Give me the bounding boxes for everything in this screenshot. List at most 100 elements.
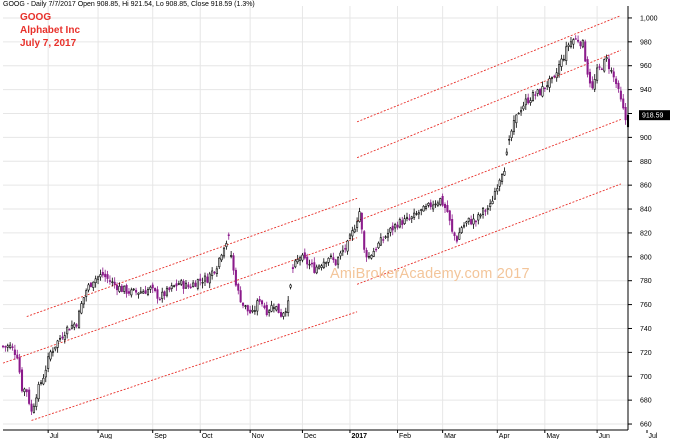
candle — [73, 322, 76, 331]
x-tick-label: Jun — [599, 433, 610, 439]
candle — [467, 217, 470, 225]
candle — [142, 289, 145, 294]
candle — [501, 173, 504, 185]
candle — [237, 282, 240, 295]
candle — [275, 305, 278, 312]
candle — [256, 298, 259, 316]
candle — [619, 86, 622, 102]
candle — [327, 257, 330, 266]
candle — [413, 208, 416, 220]
axes: 660 680 700 720 740 760 780 800 820 840 860 880 900 9… — [3, 6, 670, 439]
y-tick-label: 780 — [640, 278, 652, 285]
candle — [303, 248, 306, 260]
candle — [296, 254, 299, 265]
candle — [610, 67, 613, 74]
candle — [49, 349, 52, 362]
candle — [339, 250, 342, 260]
candle — [462, 222, 466, 229]
candle — [531, 89, 534, 102]
candle — [175, 279, 178, 291]
candle — [315, 264, 318, 275]
candle — [123, 285, 126, 294]
candle — [415, 210, 418, 216]
trend-channel-lines — [2, 15, 622, 421]
x-tick-label: Dec — [304, 433, 317, 439]
x-tick-label: Jul — [50, 433, 59, 439]
candle — [472, 213, 475, 229]
candle — [605, 54, 608, 62]
candle — [9, 342, 12, 350]
candle — [584, 39, 587, 63]
candle — [208, 271, 211, 289]
candle — [474, 219, 477, 227]
candle — [156, 286, 159, 304]
candle — [246, 304, 249, 316]
candle — [593, 74, 596, 93]
candle — [534, 91, 537, 100]
candle — [268, 308, 271, 317]
candle — [66, 325, 69, 339]
candle — [161, 287, 164, 303]
candle — [291, 264, 294, 273]
candle — [624, 103, 627, 125]
x-tick-label: Feb — [399, 433, 411, 439]
grid — [3, 6, 628, 430]
candle — [569, 36, 573, 49]
candle — [498, 178, 501, 192]
candle — [396, 221, 399, 230]
candle — [168, 286, 171, 293]
candle — [550, 76, 553, 84]
x-tick-label: Apr — [499, 433, 511, 439]
candle — [508, 135, 511, 145]
channel-line — [356, 15, 622, 123]
candle — [325, 261, 328, 268]
candle — [177, 280, 180, 286]
candle — [28, 387, 31, 406]
candle — [403, 214, 406, 225]
last-price-label: 918.59 — [642, 113, 664, 120]
y-tick-label: 720 — [640, 350, 652, 357]
candle — [35, 394, 38, 411]
candle — [334, 258, 337, 267]
candle — [451, 214, 454, 234]
candle — [367, 252, 371, 260]
candle — [493, 187, 496, 201]
candle — [543, 87, 546, 92]
candle — [99, 269, 102, 281]
candle — [389, 227, 392, 237]
y-tick-label: 660 — [640, 422, 652, 429]
candle — [32, 403, 35, 414]
candle — [70, 320, 73, 330]
candle — [187, 281, 190, 290]
candle — [251, 305, 254, 314]
candle — [113, 277, 116, 289]
candle — [58, 334, 62, 342]
candle — [39, 379, 43, 386]
candle — [253, 305, 256, 315]
candle — [458, 227, 461, 240]
candle — [558, 60, 561, 78]
candle — [4, 345, 7, 352]
y-tick-label: 700 — [640, 374, 652, 381]
candle — [384, 235, 387, 240]
candle — [439, 197, 442, 207]
candle — [132, 288, 135, 291]
candle — [505, 148, 508, 156]
candle — [424, 203, 428, 211]
candle — [272, 303, 275, 313]
candle — [377, 241, 380, 250]
candle — [135, 287, 138, 296]
candle — [553, 74, 556, 79]
candle — [586, 56, 589, 78]
candle — [299, 255, 302, 266]
candle — [249, 305, 252, 314]
quote-header: GOOG - Daily 7/7/2017 Open 908.85, Hi 92… — [3, 1, 255, 8]
candle — [329, 253, 332, 260]
y-tick-label: 820 — [640, 230, 652, 237]
candle — [422, 205, 425, 212]
candle — [510, 129, 513, 142]
candle — [482, 206, 485, 219]
channel-line — [31, 311, 358, 421]
candle — [306, 253, 309, 269]
